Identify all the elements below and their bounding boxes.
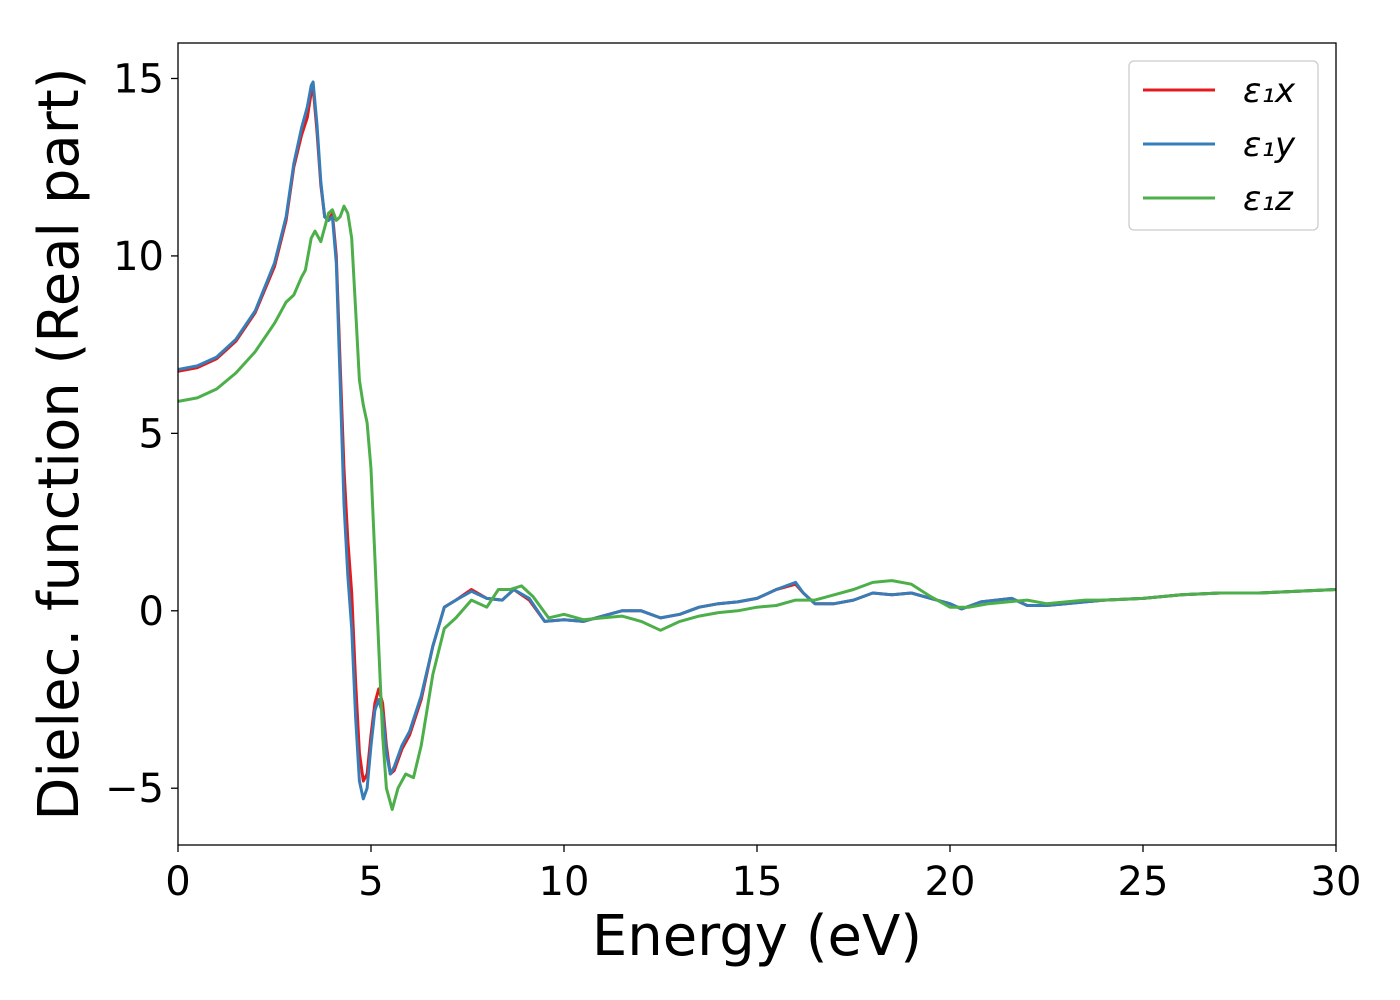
x-tick-label: 0 (165, 859, 190, 905)
x-tick-label: 5 (358, 859, 383, 905)
x-tick-label: 15 (732, 859, 783, 905)
x-tick-label: 30 (1311, 859, 1362, 905)
y-tick-label: 10 (113, 234, 164, 280)
legend-label-3: ε₁z (1243, 179, 1294, 219)
legend: ε₁x ε₁y ε₁z (1128, 60, 1319, 231)
x-axis-title: Energy (eV) (592, 904, 922, 969)
legend-label-2: ε₁y (1243, 125, 1296, 165)
x-tick-label: 20 (925, 859, 976, 905)
y-tick-label: 15 (113, 56, 164, 102)
tick-layer: 0 5 10 15 20 25 30 −5 0 5 10 15 (105, 56, 1361, 905)
y-tick-label: −5 (105, 766, 164, 812)
x-tick-label: 25 (1118, 859, 1169, 905)
x-tick-label: 10 (539, 859, 590, 905)
legend-label-1: ε₁x (1243, 71, 1296, 111)
y-axis-title: Dielec. function (Real part) (27, 67, 92, 820)
legend-box (1128, 60, 1319, 231)
series-layer (178, 80, 1336, 811)
y-tick-label: 0 (139, 589, 164, 635)
y-tick-label: 5 (139, 411, 164, 457)
series-line-3 (178, 204, 1336, 811)
